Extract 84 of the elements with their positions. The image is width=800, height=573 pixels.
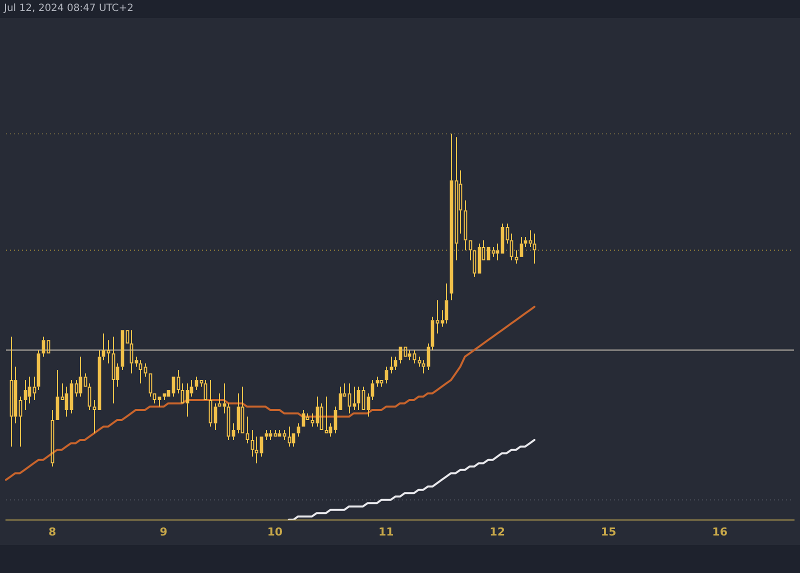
candlestick (316, 396, 320, 428)
candlestick (528, 230, 532, 248)
candlestick (180, 382, 184, 404)
candlestick (412, 350, 416, 364)
candlestick (310, 412, 314, 428)
candlestick (366, 392, 370, 418)
candlestick (376, 376, 380, 388)
candlestick (28, 376, 32, 404)
candlestick (14, 366, 18, 424)
candlestick (292, 433, 296, 448)
candlestick (204, 380, 208, 400)
text: Jul 12, 2024 08:47 UTC+2 (4, 3, 134, 14)
candlestick (422, 360, 426, 374)
x-tick-label: 16 (712, 525, 728, 538)
candlestick (10, 336, 14, 448)
candlestick (320, 402, 324, 430)
x-tick-label: 9 (160, 525, 168, 538)
candlestick (514, 250, 518, 264)
candlestick (50, 409, 54, 468)
candlestick (84, 372, 88, 387)
candlestick (208, 380, 212, 428)
candlestick (148, 373, 152, 398)
x-tick-label: 12 (490, 525, 505, 538)
candlestick (282, 429, 286, 440)
candlestick (158, 396, 162, 408)
candlestick (152, 393, 156, 404)
candlestick (464, 200, 468, 251)
candlestick (380, 380, 384, 388)
candlestick (436, 300, 440, 334)
candlestick (226, 402, 230, 440)
candlestick (274, 429, 278, 437)
candlestick (254, 436, 258, 464)
candlestick (334, 406, 338, 434)
candlestick (78, 356, 82, 398)
candlestick (472, 250, 476, 278)
candlestick (356, 386, 360, 410)
candlestick (510, 233, 514, 261)
candlestick (250, 429, 254, 458)
x-tick-label: 10 (267, 525, 283, 538)
candlestick (532, 233, 536, 264)
candlestick (444, 283, 448, 324)
x-tick-label: 15 (600, 525, 616, 538)
candlestick (200, 380, 204, 388)
candlestick (74, 380, 78, 398)
candlestick (390, 356, 394, 374)
candlestick (70, 380, 74, 414)
candlestick (18, 396, 22, 448)
candlestick (520, 236, 524, 257)
candlestick (134, 356, 138, 368)
candlestick (362, 386, 366, 410)
candlestick (120, 330, 124, 371)
x-tick-label: 8 (48, 525, 56, 538)
candlestick (454, 136, 458, 261)
candlestick (478, 243, 482, 274)
candlestick (24, 380, 28, 410)
candlestick (112, 336, 116, 404)
candlestick (88, 382, 92, 410)
candlestick (288, 426, 292, 448)
candlestick (172, 376, 176, 398)
candlestick (348, 382, 352, 414)
candlestick (32, 376, 36, 401)
candlestick (500, 223, 504, 254)
candlestick (236, 392, 240, 434)
candlestick (56, 370, 60, 420)
candlestick (130, 330, 134, 374)
candlestick (246, 416, 250, 444)
candlestick (384, 366, 388, 384)
candlestick (324, 396, 328, 434)
candlestick (418, 356, 422, 368)
candlestick (98, 350, 102, 410)
candlestick (240, 386, 244, 434)
candlestick (176, 370, 180, 394)
candlestick (138, 360, 142, 384)
candlestick (214, 402, 218, 430)
candlestick (450, 133, 454, 301)
candlestick (186, 382, 190, 418)
candlestick (218, 392, 222, 407)
x-tick-label: 11 (378, 525, 394, 538)
candlestick (92, 400, 96, 434)
candlestick (506, 223, 510, 244)
candlestick (468, 240, 472, 261)
candlestick (492, 246, 496, 258)
candlestick (106, 340, 110, 364)
candlestick (440, 310, 444, 328)
